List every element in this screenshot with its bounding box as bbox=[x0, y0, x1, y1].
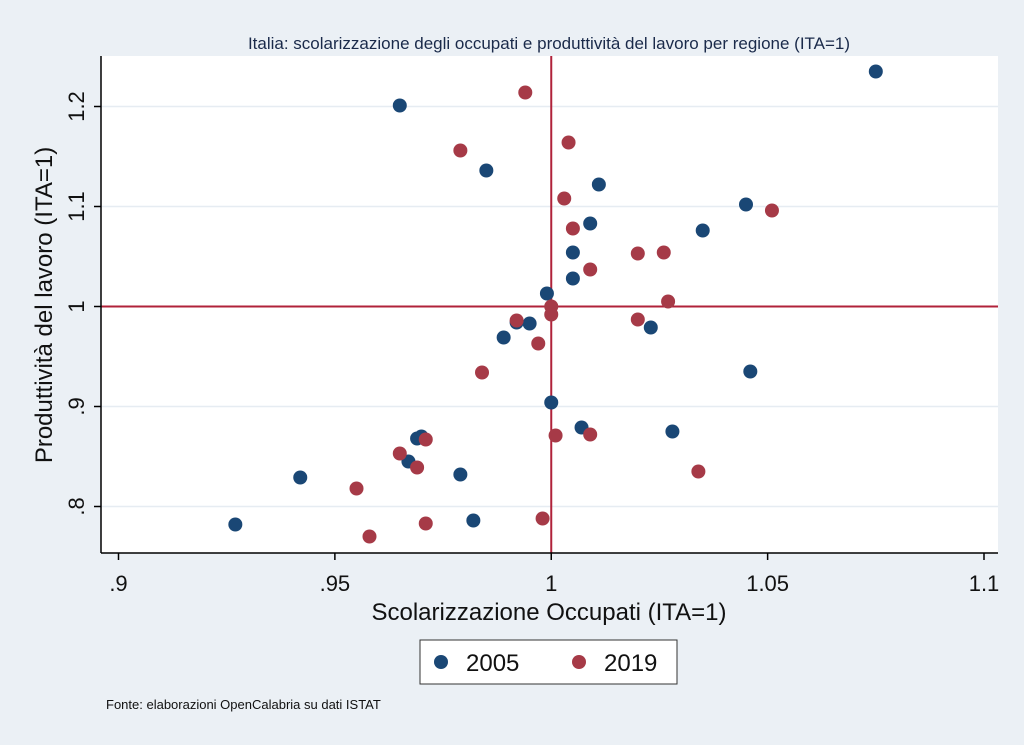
data-points bbox=[228, 64, 883, 544]
y-tick-label: 1 bbox=[64, 300, 89, 312]
data-point-2019 bbox=[531, 336, 546, 351]
data-point-2019 bbox=[453, 143, 468, 158]
data-point-2019 bbox=[418, 516, 433, 531]
legend-box bbox=[419, 639, 678, 685]
x-tick-label: 1.1 bbox=[969, 571, 1000, 596]
legend-label-2019: 2019 bbox=[604, 650, 657, 677]
legend-label-2005: 2005 bbox=[466, 650, 519, 677]
data-point-2005 bbox=[743, 364, 758, 379]
data-point-2019 bbox=[565, 221, 580, 236]
data-point-2005 bbox=[583, 216, 598, 231]
data-point-2005 bbox=[539, 286, 554, 301]
data-point-2019 bbox=[410, 460, 425, 475]
data-point-2019 bbox=[509, 313, 524, 328]
chart-title: Italia: scolarizzazione degli occupati e… bbox=[248, 34, 850, 53]
data-point-2019 bbox=[349, 481, 364, 496]
y-tick-label: .8 bbox=[64, 497, 89, 515]
x-tick-label: 1 bbox=[545, 571, 557, 596]
x-tick-label: .9 bbox=[109, 571, 127, 596]
data-point-2005 bbox=[453, 467, 468, 482]
legend-marker-2019 bbox=[572, 655, 586, 669]
data-point-2005 bbox=[591, 177, 606, 192]
data-point-2005 bbox=[496, 330, 511, 345]
data-point-2005 bbox=[392, 98, 407, 113]
data-point-2019 bbox=[764, 203, 779, 218]
data-point-2019 bbox=[544, 307, 559, 322]
y-tick-label: 1.1 bbox=[64, 191, 89, 222]
ticks: .8 .9 1 1.1 1.2 .9 .95 1 1.05 1.1 bbox=[64, 91, 999, 596]
data-point-2019 bbox=[362, 529, 377, 544]
data-point-2005 bbox=[868, 64, 883, 79]
data-point-2019 bbox=[561, 135, 576, 150]
data-point-2005 bbox=[466, 513, 481, 528]
data-point-2019 bbox=[557, 191, 572, 206]
axes bbox=[100, 56, 998, 554]
data-point-2005 bbox=[228, 517, 243, 532]
data-point-2005 bbox=[479, 163, 494, 178]
data-point-2019 bbox=[548, 428, 563, 443]
data-point-2019 bbox=[583, 262, 598, 277]
x-axis-title: Scolarizzazione Occupati (ITA=1) bbox=[371, 599, 726, 626]
data-point-2019 bbox=[630, 312, 645, 327]
data-point-2019 bbox=[475, 365, 490, 380]
data-point-2005 bbox=[695, 223, 710, 238]
y-tick-label: 1.2 bbox=[64, 91, 89, 122]
data-point-2005 bbox=[738, 197, 753, 212]
data-point-2005 bbox=[544, 395, 559, 410]
data-point-2019 bbox=[691, 464, 706, 479]
data-point-2019 bbox=[583, 427, 598, 442]
data-point-2005 bbox=[665, 424, 680, 439]
y-tick-label: .9 bbox=[64, 397, 89, 415]
data-point-2019 bbox=[518, 85, 533, 100]
data-point-2005 bbox=[643, 320, 658, 335]
data-point-2019 bbox=[535, 511, 550, 526]
data-point-2019 bbox=[392, 446, 407, 461]
data-point-2005 bbox=[565, 271, 580, 286]
source-note: Fonte: elaborazioni OpenCalabria su dati… bbox=[106, 697, 381, 712]
legend: 2005 2019 bbox=[419, 639, 678, 685]
data-point-2005 bbox=[565, 245, 580, 260]
data-point-2019 bbox=[630, 246, 645, 261]
x-tick-label: 1.05 bbox=[746, 571, 789, 596]
y-axis-title: Produttività del lavoro (ITA=1) bbox=[31, 147, 58, 463]
data-point-2019 bbox=[661, 294, 676, 309]
data-point-2019 bbox=[418, 432, 433, 447]
data-point-2019 bbox=[656, 245, 671, 260]
data-point-2005 bbox=[522, 316, 537, 331]
x-tick-label: .95 bbox=[320, 571, 351, 596]
data-point-2005 bbox=[293, 470, 308, 485]
legend-marker-2005 bbox=[434, 655, 448, 669]
